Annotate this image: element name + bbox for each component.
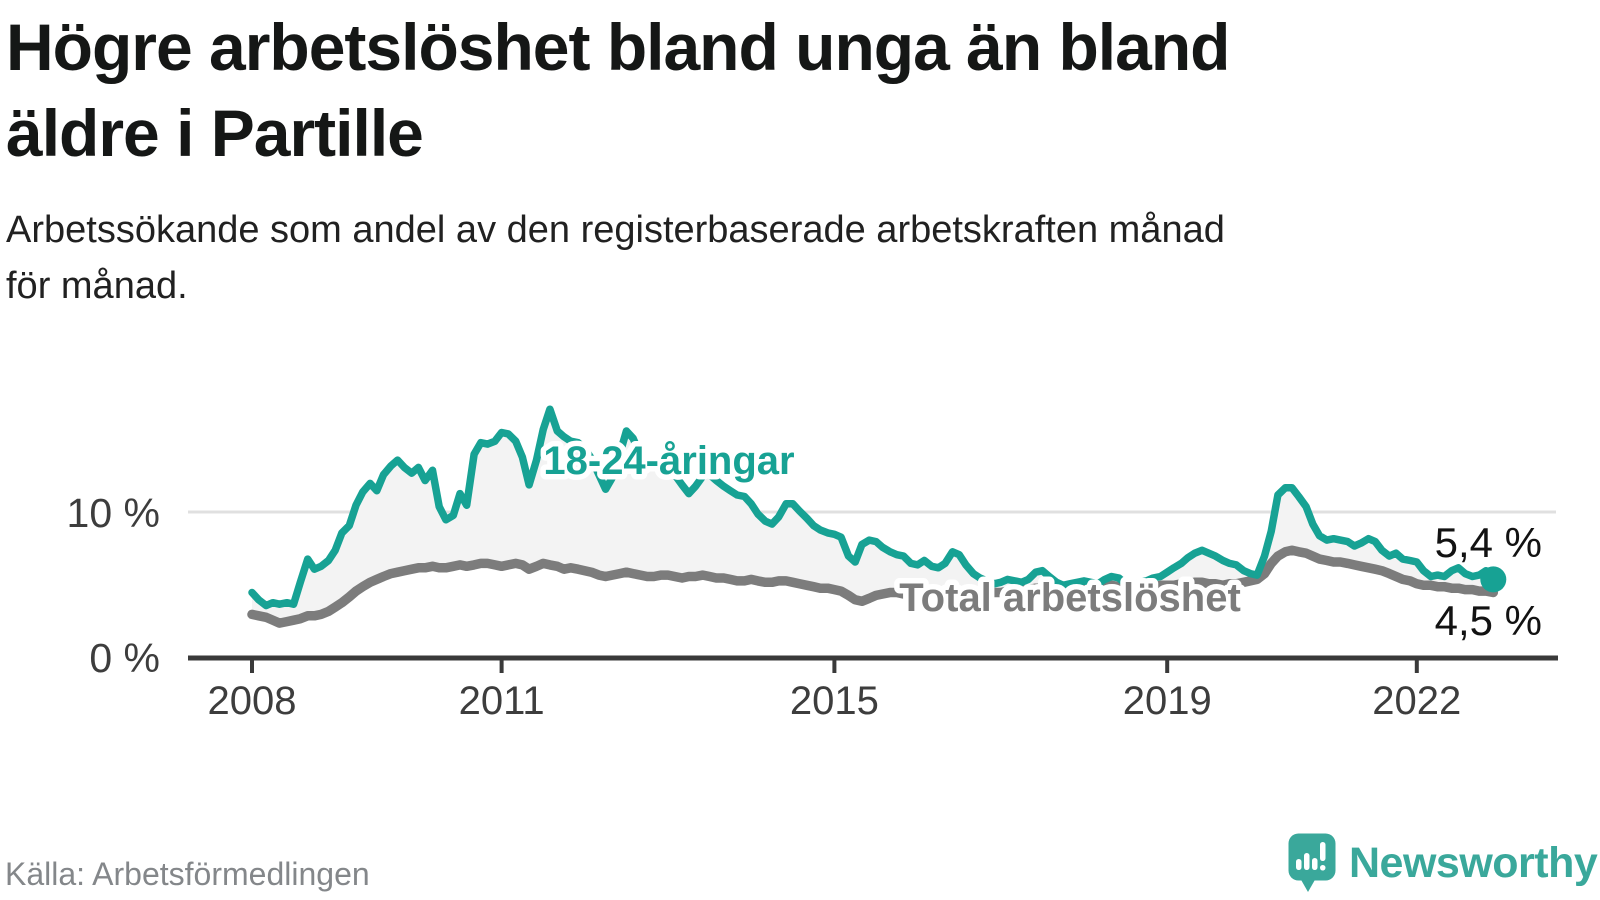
- youth-end-value-label: 5,4 %: [1435, 519, 1542, 566]
- page-title: Högre arbetslöshet bland unga än bland ä…: [6, 10, 1230, 170]
- x-tick-label-2008: 2008: [208, 679, 297, 723]
- brand-name: Newsworthy: [1349, 838, 1598, 887]
- brand-logo: Newsworthy: [1288, 832, 1598, 894]
- x-tick-label-2019: 2019: [1123, 679, 1212, 723]
- y-tick-label-10: 10 %: [67, 490, 160, 536]
- chart-subtitle: Arbetssökande som andel av den registerb…: [6, 209, 1225, 307]
- y-tick-label-0: 0 %: [89, 635, 160, 681]
- x-tick-label-2022: 2022: [1372, 679, 1461, 723]
- area-between-series: [252, 409, 1494, 624]
- total-unemployment-line: [247, 545, 1499, 628]
- newsworthy-chart-bubble-icon: [1288, 833, 1336, 892]
- source-note: Källa: Arbetsförmedlingen: [5, 856, 370, 892]
- youth-unemployment-line: [248, 405, 1498, 610]
- total-end-value-label: 4,5 %: [1435, 597, 1542, 644]
- x-axis-ticks: [250, 658, 1419, 673]
- youth-series-label: 18-24-åringar: [543, 439, 794, 483]
- x-tick-label-2011: 2011: [459, 679, 545, 723]
- total-series-label: Total arbetslöshet: [899, 576, 1241, 620]
- x-tick-label-2015: 2015: [790, 679, 879, 723]
- youth-series-end-dot: [1480, 566, 1507, 593]
